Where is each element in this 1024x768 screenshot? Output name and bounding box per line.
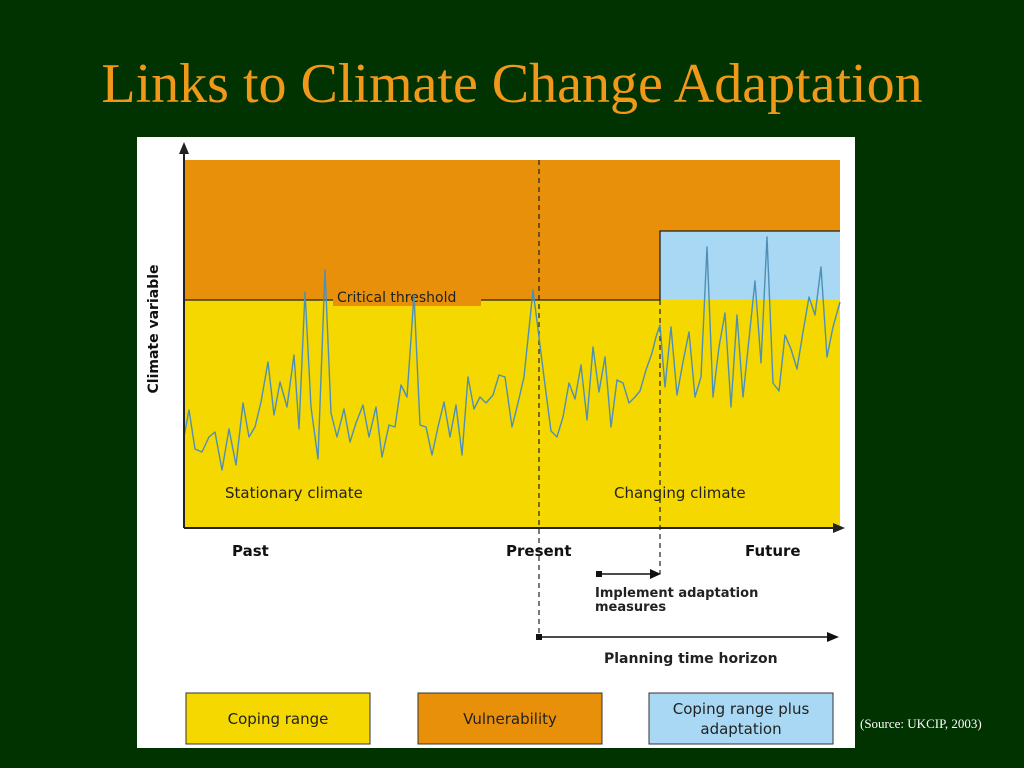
y-axis-label: Climate variable (146, 264, 162, 393)
threshold-label: Critical threshold (337, 290, 456, 306)
legend-adaptation-label-line2: adaptation (700, 720, 781, 738)
stationary-climate-label: Stationary climate (225, 484, 363, 502)
legend-vulnerability-label: Vulnerability (463, 710, 557, 728)
changing-climate-label: Changing climate (614, 484, 746, 502)
coping-range-diagram: Critical threshold Climate variable Stat… (146, 142, 845, 745)
future-label: Future (745, 542, 801, 560)
present-label: Present (506, 542, 572, 560)
slide-title: Links to Climate Change Adaptation (101, 53, 923, 115)
legend-adaptation-label-line1: Coping range plus (673, 700, 810, 718)
past-label: Past (232, 542, 269, 560)
legend-coping-label: Coping range (228, 710, 329, 728)
planning-horizon-label: Planning time horizon (604, 651, 778, 667)
planning-arrow-head (827, 632, 839, 642)
source-citation: (Source: UKCIP, 2003) (860, 716, 982, 731)
legend-coping-box (185, 692, 371, 745)
y-axis-arrowhead (179, 142, 189, 154)
threshold-label-bg (333, 288, 481, 306)
implement-label-line2: measures (595, 600, 666, 615)
implement-arrow-head (650, 569, 661, 579)
climate-variable-line (183, 236, 841, 471)
diagram-panel: Critical threshold Climate variable Stat… (137, 137, 855, 748)
x-axis-arrowhead (833, 523, 845, 533)
legend-adaptation-box (648, 692, 834, 745)
coping-range-region (184, 300, 840, 528)
implement-label-line1: Implement adaptation (595, 586, 758, 601)
adaptation-region (660, 231, 840, 300)
legend-vulnerability-box (417, 692, 603, 745)
